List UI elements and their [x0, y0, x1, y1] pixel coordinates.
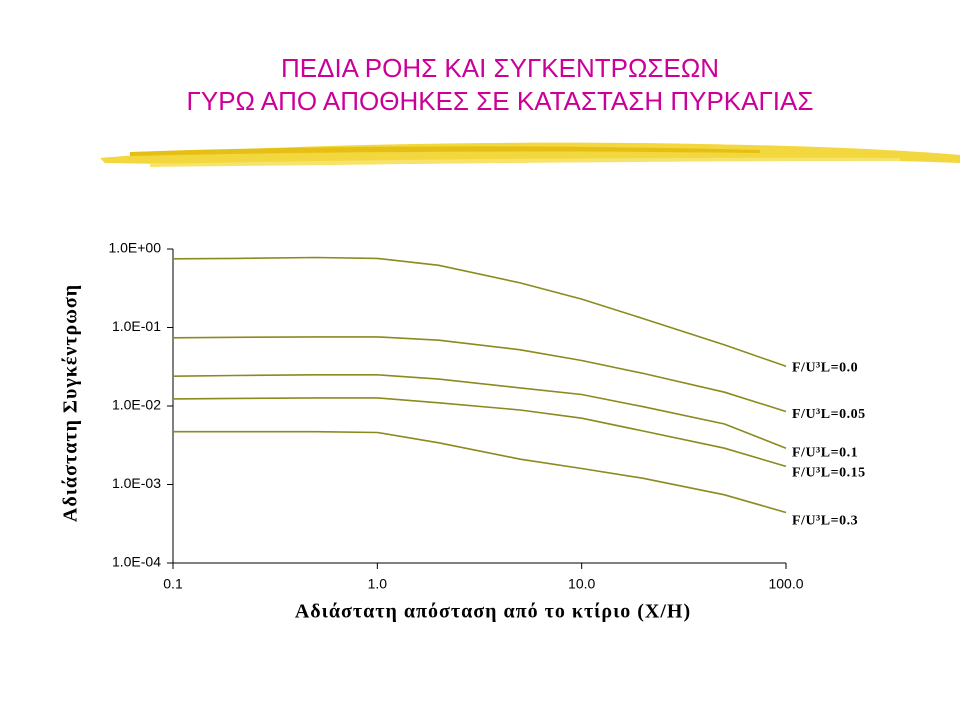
series-line [172, 256, 787, 368]
y-tick-label: 1.0E-04 [112, 554, 161, 570]
title-line: ΓΥΡΩ ΑΠΟ ΑΠΟΘΗΚΕΣ ΣΕ ΚΑΤΑΣΤΑΣΗ ΠΥΡΚΑΓΙΑΣ [187, 86, 814, 116]
series-label: F/U³L=0.0 [792, 361, 858, 376]
y-tick-label: 1.0E-03 [112, 475, 161, 491]
series-line [172, 374, 787, 449]
series-label: F/U³L=0.05 [792, 407, 866, 422]
x-tick-label: 1.0 [368, 576, 388, 592]
series-line [173, 430, 787, 514]
x-tick-label: 0.1 [163, 576, 183, 592]
y-tick-label: 1.0E-01 [112, 318, 161, 334]
y-tick-label: 1.0E+00 [108, 240, 161, 256]
y-tick-label: 1.0E-02 [112, 397, 161, 413]
series-line [172, 397, 787, 468]
series-label: F/U³L=0.1 [792, 445, 858, 460]
series-line [172, 336, 787, 413]
x-tick-label: 100.0 [768, 576, 803, 592]
title-line: ΠΕΔΙΑ ΡΟΗΣ ΚΑΙ ΣΥΓΚΕΝΤΡΩΣΕΩΝ [281, 53, 719, 83]
x-axis-title: Αδιάστατη απόσταση από το κτίριο (X/H) [295, 601, 691, 623]
y-axis-title: Αδιάστατη Συγκέντρωση [60, 284, 82, 522]
series-label: F/U³L=0.3 [792, 514, 858, 529]
brush-stroke [100, 142, 960, 167]
x-tick-label: 10.0 [568, 576, 595, 592]
series-label: F/U³L=0.15 [792, 466, 866, 481]
